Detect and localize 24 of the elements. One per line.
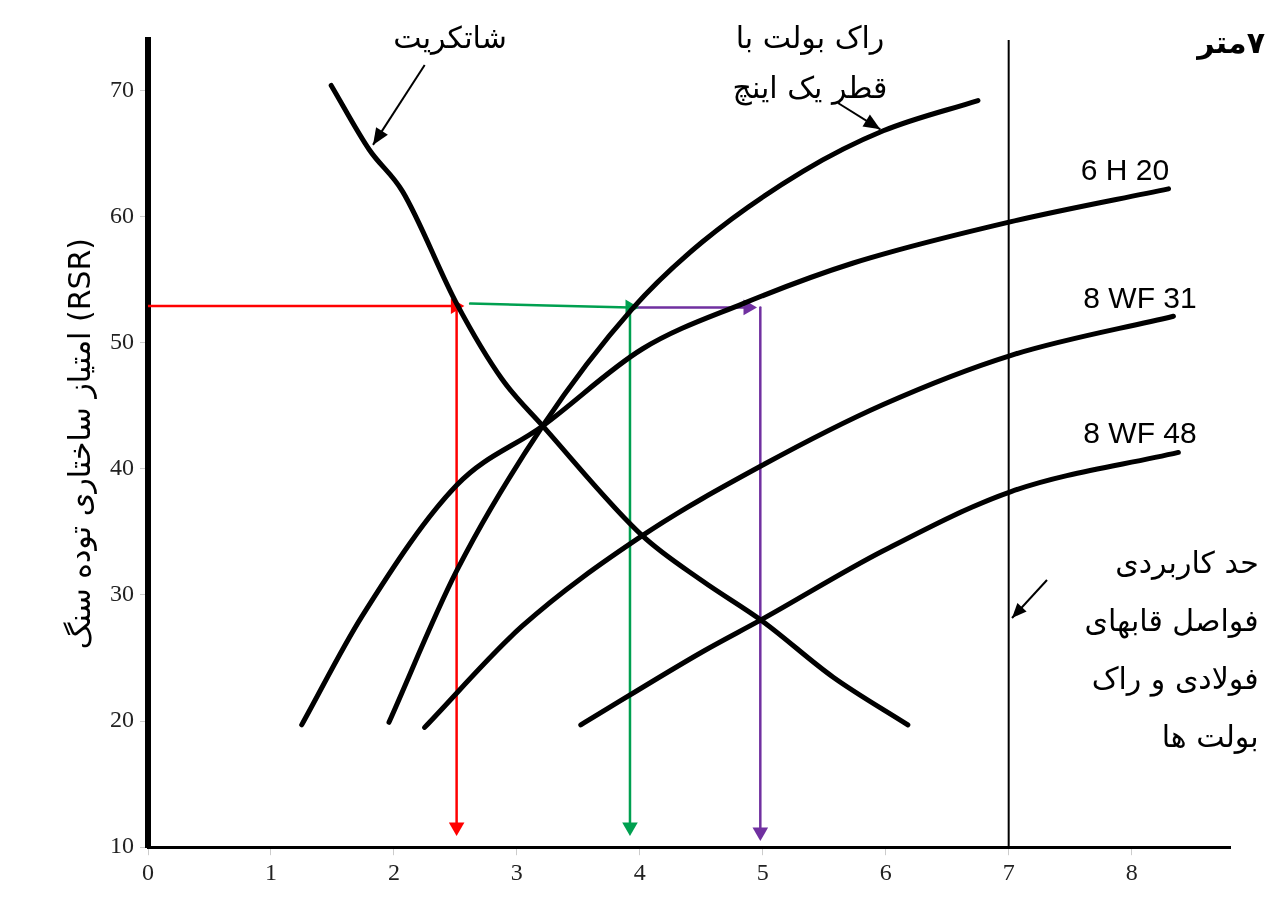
y-tick-label: 40 bbox=[110, 454, 134, 481]
x-tick-label: 4 bbox=[633, 858, 646, 885]
series-label: 8 WF 31 bbox=[1083, 281, 1197, 315]
x-tick-label: 2 bbox=[387, 858, 400, 885]
x-tick-label: 6 bbox=[879, 858, 892, 885]
x-tick-label: 5 bbox=[756, 858, 769, 885]
ref-line-label: حد کاربردی فواصل قابهای فولادی و راک بولت ها bbox=[1084, 544, 1259, 754]
y-tick-label: 20 bbox=[110, 706, 134, 733]
x-tick-label: 8 bbox=[1125, 858, 1138, 885]
y-tick-label: 60 bbox=[110, 201, 134, 228]
x-tick-label: 7 bbox=[1002, 858, 1015, 885]
series-label: 8 WF 48 bbox=[1083, 416, 1197, 450]
annotation: ۷متر bbox=[1195, 24, 1265, 60]
x-tick-label: 3 bbox=[510, 858, 523, 885]
y-tick-label: 10 bbox=[110, 832, 134, 859]
y-tick-label: 30 bbox=[110, 580, 134, 607]
series-label: 6 H 20 bbox=[1080, 153, 1170, 187]
x-tick-label: 1 bbox=[264, 858, 277, 885]
y-tick-label: 70 bbox=[110, 75, 134, 102]
series-label: راک بولت با قطر یک اینچ bbox=[732, 19, 888, 106]
y-axis-title: امتیاز ساختاری توده سنگ (RSR) bbox=[61, 237, 97, 650]
x-tick-label: 0 bbox=[142, 858, 154, 885]
y-tick-label: 50 bbox=[110, 328, 134, 354]
text: شاتکریت bbox=[393, 19, 507, 55]
